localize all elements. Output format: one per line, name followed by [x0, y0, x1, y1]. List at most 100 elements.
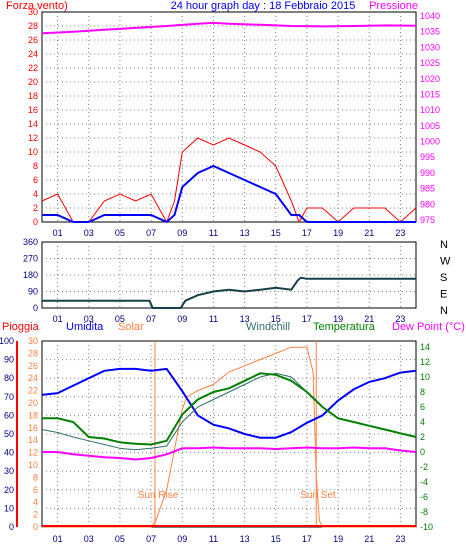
pressure-y-tick: 1040 [420, 11, 440, 21]
top-x-tick: 07 [146, 228, 156, 238]
humidity-y-tick: 20 [4, 485, 14, 495]
bot-x-tick: 07 [146, 534, 156, 544]
direction-y-tick: 0 [33, 303, 38, 313]
windchill-line [41, 372, 308, 451]
top-x-tick: 21 [364, 228, 374, 238]
humidity-line [41, 367, 417, 439]
wind-pressure-plot-area [41, 11, 417, 223]
temperature-y-tick: 10 [420, 372, 430, 382]
wind-speed-y-tick: 22 [28, 63, 38, 73]
temperature-line [42, 372, 417, 446]
solar-y-tick: 2 [33, 510, 38, 520]
mid-x-tick: 17 [302, 314, 312, 324]
solar-y-tick: 18 [28, 410, 38, 420]
wind-gust-line [41, 137, 417, 224]
pressure-y-tick: 975 [420, 215, 435, 225]
wind-speed-y-tick: 26 [28, 35, 38, 45]
bot-x-tick: 05 [115, 534, 125, 544]
pressure-y-tick: 980 [420, 199, 435, 209]
pressure-y-tick: 990 [420, 168, 435, 178]
top-x-tick: 13 [240, 228, 250, 238]
bot-x-tick: 19 [333, 534, 343, 544]
mid-x-tick: 13 [240, 314, 250, 324]
pressure-y-tick: 985 [420, 184, 435, 194]
pressure-label: Pressione [369, 0, 418, 12]
humidity-y-tick: 40 [4, 448, 14, 458]
humidity-y-tick: 100 [0, 336, 14, 346]
wind-speed-y-tick: 28 [28, 21, 38, 31]
temperature-y-tick: -6 [420, 492, 428, 502]
solar-y-tick: 14 [28, 435, 38, 445]
rain-label: Pioggia [2, 321, 40, 333]
wind-pressure-panel: Forza vento) 24 hour graph day : 18 Febb… [6, 0, 440, 238]
dewpoint-label: Dew Point (°C) [392, 321, 465, 333]
compass-letter: W [440, 256, 451, 268]
bot-x-tick: 09 [177, 534, 187, 544]
pressure-line [41, 21, 417, 35]
solar-y-tick: 22 [28, 386, 38, 396]
top-x-tick: 05 [115, 228, 125, 238]
temperature-y-tick: -10 [420, 522, 433, 532]
solar-y-tick: 26 [28, 361, 38, 371]
top-x-tick: 17 [302, 228, 312, 238]
top-x-tick: 19 [333, 228, 343, 238]
temperature-y-tick: -2 [420, 462, 428, 472]
solar-y-tick: 16 [28, 423, 38, 433]
direction-y-tick: 270 [23, 254, 38, 264]
solar-y-tick: 30 [28, 336, 38, 346]
mid-x-tick: 01 [53, 314, 63, 324]
pressure-y-tick: 1010 [420, 105, 440, 115]
wind-speed-y-tick: 20 [28, 77, 38, 87]
wind-average-line [42, 164, 416, 224]
wind-speed-y-tick: 10 [28, 147, 38, 157]
bot-x-tick: 13 [240, 534, 250, 544]
wind-speed-y-tick: 18 [28, 91, 38, 101]
temperature-y-tick: 8 [420, 387, 425, 397]
compass-letter: S [440, 272, 447, 284]
wind-speed-label: Forza vento) [6, 0, 68, 12]
temperature-y-tick: 4 [420, 417, 425, 427]
humidity-y-tick: 90 [4, 355, 14, 365]
pressure-y-tick: 995 [420, 152, 435, 162]
sunset-label: Sun Set [300, 490, 336, 501]
wind-speed-y-tick: 4 [33, 189, 38, 199]
compass-letter: E [440, 289, 447, 301]
humidity-y-tick: 60 [4, 410, 14, 420]
solar-line [42, 346, 416, 528]
wind-speed-y-tick: 14 [28, 119, 38, 129]
top-x-tick: 01 [53, 228, 63, 238]
pressure-y-tick: 1035 [420, 27, 440, 37]
windchill-label: Windchill [246, 321, 290, 333]
wind-speed-y-tick: 2 [33, 203, 38, 213]
humidity-y-tick: 10 [4, 503, 14, 513]
pressure-y-tick: 1030 [420, 42, 440, 52]
direction-y-tick: 360 [23, 237, 38, 247]
solar-label: Solar [118, 321, 144, 333]
solar-y-tick: 8 [33, 472, 38, 482]
temperature-y-tick: 14 [420, 342, 430, 352]
pressure-y-tick: 1015 [420, 89, 440, 99]
bot-x-tick: 03 [84, 534, 94, 544]
humidity-y-tick: 30 [4, 466, 14, 476]
direction-y-tick: 90 [28, 287, 38, 297]
direction-y-tick: 180 [23, 270, 38, 280]
chart-title: 24 hour graph day : 18 Febbraio 2015 [171, 0, 356, 12]
compass-letter: N [440, 305, 448, 317]
wind-speed-y-tick: 12 [28, 133, 38, 143]
temperature-humidity-panel: Pioggia Umidita Solar Windchill Temperat… [0, 321, 465, 544]
wind-direction-line [42, 276, 416, 309]
wind-direction-plot-area [41, 241, 417, 309]
temperature-label: Temperatura [313, 321, 376, 333]
top-x-tick: 03 [84, 228, 94, 238]
bot-x-tick: 11 [209, 534, 218, 544]
pressure-y-tick: 1025 [420, 58, 440, 68]
pressure-y-tick: 1000 [420, 137, 440, 147]
temperature-y-tick: 6 [420, 402, 425, 412]
bot-x-tick: 01 [53, 534, 63, 544]
mid-x-tick: 21 [364, 314, 374, 324]
bot-x-tick: 23 [395, 534, 405, 544]
mid-x-tick: 23 [395, 314, 405, 324]
dewpoint-line [42, 446, 417, 461]
humidity-y-tick: 80 [4, 373, 14, 383]
